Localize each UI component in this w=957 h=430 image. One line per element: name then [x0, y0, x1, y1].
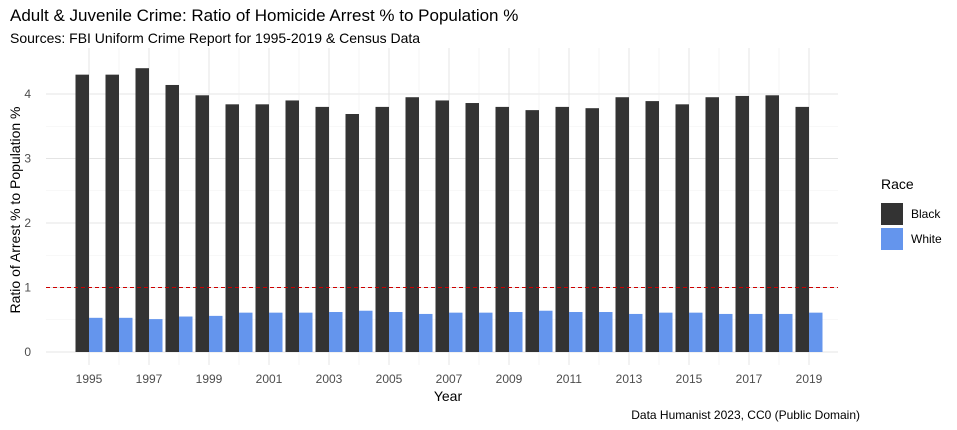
x-tick-label: 2003: [316, 372, 343, 386]
x-tick-label: 2017: [736, 372, 763, 386]
bar-black-2013: [615, 97, 629, 352]
bar-white-1997: [149, 319, 163, 352]
bar-white-2004: [359, 310, 373, 352]
y-tick-label: 0: [24, 345, 31, 359]
bar-black-2006: [405, 97, 419, 352]
x-tick-label: 2015: [676, 372, 703, 386]
bar-black-2010: [525, 110, 539, 352]
x-tick-labels: 1995 1997 1999 2001 2003 2005 2007 2009 2011 2013…: [76, 372, 823, 386]
y-tick-label: 1: [24, 281, 31, 295]
x-tick-label: 2011: [556, 372, 582, 386]
bar-black-2014: [645, 101, 659, 352]
x-tick-label: 2019: [796, 372, 823, 386]
bar-black-2008: [465, 103, 479, 352]
bar-white-1995: [89, 317, 103, 352]
y-tick-labels: 0 1 2 3 4: [24, 87, 31, 359]
bar-white-2015: [689, 312, 703, 352]
x-tick-label: 2009: [496, 372, 523, 386]
legend-swatch-black: [881, 202, 903, 225]
bar-white-2017: [749, 313, 763, 352]
bar-black-2004: [345, 113, 359, 353]
chart-caption: Data Humanist 2023, CC0 (Public Domain): [631, 408, 860, 422]
bar-white-2012: [599, 312, 613, 352]
legend-title: Race: [881, 176, 914, 192]
x-tick-label: 2013: [616, 372, 643, 386]
bar-black-2012: [585, 108, 599, 352]
x-tick-label: 2001: [256, 372, 283, 386]
legend-item-black: Black: [881, 201, 942, 226]
bar-white-2014: [659, 312, 673, 352]
bar-white-1998: [179, 316, 193, 352]
x-tick-label: 1999: [196, 372, 223, 386]
bar-white-2007: [449, 312, 463, 352]
bar-white-2009: [509, 312, 523, 352]
bar-black-1999: [195, 95, 209, 352]
bar-black-2003: [315, 106, 329, 353]
legend: Race Black White: [881, 176, 942, 251]
bar-white-2011: [569, 312, 583, 352]
bar-white-2000: [239, 312, 253, 352]
y-tick-label: 3: [24, 152, 31, 166]
y-tick-label: 2: [24, 216, 31, 230]
bar-white-2019: [809, 312, 823, 352]
legend-label-black: Black: [911, 206, 941, 221]
bar-white-2003: [329, 312, 343, 352]
bar-white-2013: [629, 313, 643, 352]
bar-black-2019: [795, 106, 809, 353]
bar-white-2008: [479, 312, 493, 352]
chart-subtitle: Sources: FBI Uniform Crime Report for 19…: [10, 30, 421, 46]
bar-white-1996: [119, 317, 133, 352]
y-tick-label: 4: [24, 87, 31, 101]
bar-white-1999: [209, 315, 223, 352]
x-axis-label: Year: [434, 388, 463, 404]
bars: [75, 68, 823, 353]
bar-black-2002: [285, 100, 299, 352]
bar-black-2017: [735, 95, 749, 352]
chart-title: Adult & Juvenile Crime: Ratio of Homicid…: [10, 6, 519, 25]
bar-white-2001: [269, 312, 283, 352]
x-tick-label: 2007: [436, 372, 463, 386]
bar-black-2007: [435, 100, 449, 352]
bar-white-2010: [539, 310, 553, 352]
bar-black-2011: [555, 106, 569, 353]
bar-black-1997: [135, 68, 149, 352]
bar-white-2002: [299, 312, 313, 352]
bar-black-1995: [75, 74, 89, 353]
bar-black-2000: [225, 104, 239, 352]
legend-swatch-white: [881, 227, 903, 250]
legend-label-white: White: [911, 231, 942, 246]
bar-black-2018: [765, 95, 779, 352]
bar-black-1998: [165, 84, 179, 352]
bar-white-2016: [719, 313, 733, 352]
bar-black-2001: [255, 104, 269, 352]
x-tick-label: 1995: [76, 372, 103, 386]
bar-white-2005: [389, 312, 403, 352]
bar-black-2005: [375, 106, 389, 353]
x-tick-label: 2005: [376, 372, 403, 386]
bar-black-1996: [105, 74, 119, 353]
bar-white-2006: [419, 313, 433, 352]
bar-black-2016: [705, 97, 719, 352]
x-tick-label: 1997: [136, 372, 163, 386]
legend-item-white: White: [881, 226, 942, 251]
bar-black-2015: [675, 104, 689, 352]
bar-black-2009: [495, 106, 509, 353]
bar-white-2018: [779, 313, 793, 352]
y-axis-label: Ratio of Arrest % to Population %: [7, 107, 23, 314]
